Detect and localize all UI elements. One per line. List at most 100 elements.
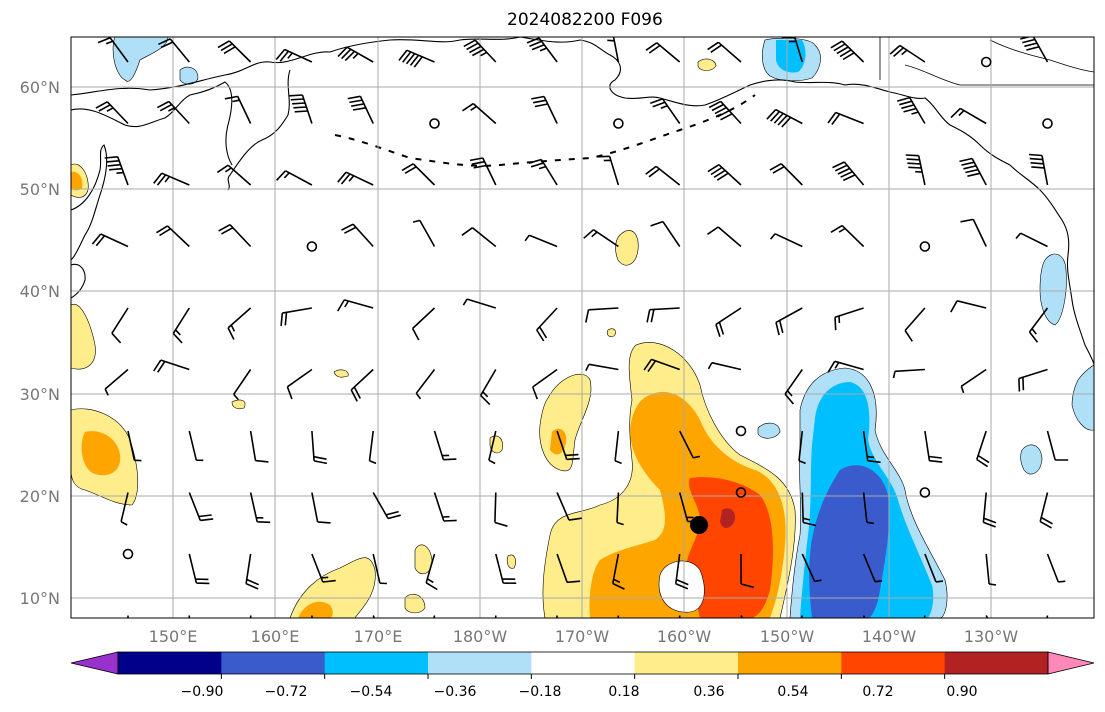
wind-barb bbox=[923, 615, 926, 618]
anomaly-orange-far-west bbox=[81, 431, 121, 476]
plot-frame bbox=[70, 36, 1095, 619]
lon-label: 160°W bbox=[657, 627, 712, 646]
wind-barb bbox=[862, 430, 881, 464]
lon-label: 130°W bbox=[964, 627, 1019, 646]
anomaly-yellow-small-5 bbox=[333, 369, 349, 378]
wind-barb bbox=[347, 95, 374, 124]
wind-barb bbox=[924, 553, 943, 583]
colorbar-tick-label: −0.72 bbox=[265, 684, 308, 700]
wind-barbs bbox=[91, 37, 1069, 618]
anomaly-orange-south-west bbox=[298, 601, 333, 618]
wind-barb bbox=[1046, 553, 1066, 583]
wind-barb bbox=[707, 164, 742, 186]
anomaly-yellow-small-6 bbox=[231, 399, 246, 410]
wind-barb bbox=[614, 430, 622, 465]
wind-barb bbox=[350, 368, 374, 402]
wind-barb bbox=[583, 229, 619, 248]
wind-barb bbox=[985, 553, 997, 586]
wind-barb bbox=[480, 369, 497, 406]
wind-barb bbox=[311, 430, 328, 465]
coast-japan bbox=[71, 263, 86, 299]
wind-barb bbox=[959, 157, 987, 186]
wind-barb bbox=[892, 368, 925, 379]
wind-barb bbox=[275, 48, 313, 63]
calm-wind-marker bbox=[613, 118, 624, 129]
wind-barb bbox=[827, 360, 864, 373]
wind-barb bbox=[896, 96, 926, 124]
wind-barb bbox=[596, 155, 620, 186]
wind-barb bbox=[372, 553, 387, 585]
wind-barb bbox=[425, 553, 438, 591]
wind-barb bbox=[311, 492, 331, 524]
wind-barb bbox=[127, 430, 142, 462]
coast-japan-kuril bbox=[71, 144, 108, 261]
wind-barb bbox=[249, 430, 269, 463]
wind-barb bbox=[678, 430, 701, 459]
colorbar-tick-label: 0.54 bbox=[777, 684, 808, 700]
wind-barb bbox=[1039, 492, 1053, 529]
wind-barb bbox=[495, 553, 517, 584]
wind-barb bbox=[158, 38, 190, 63]
wind-barb bbox=[556, 492, 582, 521]
wind-barb bbox=[784, 369, 803, 405]
colorbar bbox=[70, 651, 1095, 679]
lat-label: 30°N bbox=[20, 385, 60, 404]
colorbar-tick-label: 0.72 bbox=[862, 684, 893, 700]
anomaly-yellow-south-west bbox=[289, 557, 376, 618]
anomaly-lightblue-small-1 bbox=[179, 66, 199, 85]
calm-wind-marker bbox=[306, 241, 318, 252]
wind-barb bbox=[188, 492, 214, 522]
wind-barb bbox=[433, 492, 457, 522]
colorbar-tick-label: −0.18 bbox=[519, 684, 562, 700]
lon-label: 150°W bbox=[760, 627, 815, 646]
wind-barb bbox=[707, 361, 742, 371]
wind-barb bbox=[769, 163, 803, 186]
wind-barb bbox=[104, 156, 129, 186]
wind-barb bbox=[341, 223, 374, 248]
wind-barb bbox=[276, 170, 313, 186]
wind-barb bbox=[433, 615, 436, 618]
wind-barb bbox=[153, 359, 190, 373]
colorbar-segment bbox=[841, 652, 946, 674]
wind-barb bbox=[218, 223, 252, 248]
calm-wind-marker bbox=[1042, 118, 1053, 129]
wind-barb bbox=[172, 307, 190, 344]
wind-barb bbox=[1028, 153, 1049, 186]
wind-barb bbox=[830, 224, 865, 248]
anomaly-orangered-central bbox=[686, 477, 773, 618]
anomaly-yellow-small-4 bbox=[697, 58, 717, 71]
wind-barb bbox=[1046, 615, 1049, 618]
wind-barb bbox=[617, 615, 620, 618]
wind-barb bbox=[769, 233, 803, 248]
wind-barb bbox=[904, 307, 926, 342]
wind-barb bbox=[120, 492, 129, 526]
anomaly-lightblue-northwest bbox=[112, 37, 169, 82]
lon-label: 150°E bbox=[149, 627, 198, 646]
colorbar-segment bbox=[738, 652, 842, 674]
anomaly-lightblue-small-2 bbox=[1020, 444, 1043, 475]
wind-barb bbox=[372, 492, 401, 520]
wind-barb bbox=[612, 553, 625, 590]
wind-barb bbox=[462, 298, 497, 309]
wind-barb bbox=[188, 430, 204, 462]
wind-barb bbox=[950, 300, 987, 313]
wind-barb bbox=[834, 307, 864, 331]
wind-barb bbox=[830, 40, 865, 63]
wind-barb bbox=[401, 163, 436, 186]
colorbar-tick-label: 0.36 bbox=[693, 684, 724, 700]
graticule bbox=[71, 37, 1094, 618]
wind-barb bbox=[707, 226, 742, 248]
wind-barb bbox=[607, 37, 620, 63]
wind-barb bbox=[616, 492, 624, 526]
wind-barb bbox=[411, 307, 436, 341]
coastlines bbox=[71, 37, 1094, 366]
wind-barb bbox=[461, 227, 497, 248]
wind-barb bbox=[924, 430, 943, 463]
wind-barb bbox=[889, 44, 926, 63]
anomaly-lightblue-small-3 bbox=[757, 422, 781, 439]
wind-barb bbox=[127, 615, 129, 618]
colorbar-segment bbox=[634, 652, 739, 674]
wind-barb bbox=[801, 492, 817, 527]
wind-barb bbox=[524, 234, 558, 248]
lat-label: 50°N bbox=[20, 180, 60, 199]
